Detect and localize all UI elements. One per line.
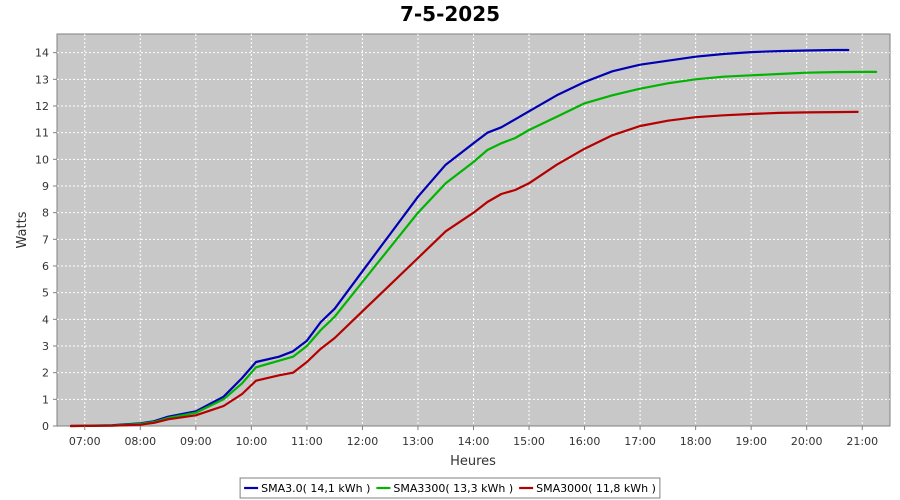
legend-label-1: SMA3300( 13,3 kWh ) (393, 482, 513, 495)
x-tick-label: 19:00 (735, 435, 767, 448)
y-tick-label: 13 (35, 73, 49, 86)
x-tick-label: 13:00 (402, 435, 434, 448)
x-axis: 07:00 08:00 09:00 10:00 11:00 12:00 13:00 14:00… (69, 426, 878, 448)
legend-label-2: SMA3000( 11,8 kWh ) (536, 482, 656, 495)
x-tick-label: 14:00 (458, 435, 490, 448)
legend: SMA3.0( 14,1 kWh ) SMA3300( 13,3 kWh ) SMA… (239, 477, 661, 499)
x-tick-label: 09:00 (180, 435, 212, 448)
x-tick-label: 07:00 (69, 435, 101, 448)
x-tick-label: 18:00 (680, 435, 712, 448)
y-tick-label: 8 (42, 207, 49, 220)
y-tick-label: 6 (42, 260, 49, 273)
y-tick-label: 5 (42, 287, 49, 300)
series-layer (69, 48, 878, 428)
y-tick-label: 9 (42, 180, 49, 193)
x-axis-label: Heures (450, 454, 496, 469)
x-tick-label: 12:00 (347, 435, 379, 448)
y-tick-label: 11 (35, 127, 49, 140)
x-tick-label: 10:00 (236, 435, 268, 448)
x-tick-label: 21:00 (846, 435, 878, 448)
chart-title: 7-5-2025 (400, 2, 500, 26)
y-tick-label: 4 (42, 313, 49, 326)
y-tick-label: 14 (35, 47, 49, 60)
x-tick-label: 11:00 (291, 435, 323, 448)
y-tick-label: 12 (35, 100, 49, 113)
y-tick-label: 3 (42, 340, 49, 353)
legend-label-0: SMA3.0( 14,1 kWh ) (261, 482, 370, 495)
x-tick-label: 17:00 (624, 435, 656, 448)
series-line-0 (69, 48, 850, 428)
y-tick-label: 10 (35, 153, 49, 166)
series-line-2 (69, 110, 859, 428)
y-axis-label: Watts (15, 211, 30, 248)
x-tick-label: 20:00 (791, 435, 823, 448)
x-tick-label: 08:00 (124, 435, 156, 448)
y-tick-label: 1 (42, 393, 49, 406)
series-line-1 (69, 70, 878, 428)
grid-lines (57, 34, 890, 426)
x-tick-label: 16:00 (569, 435, 601, 448)
y-tick-label: 7 (42, 233, 49, 246)
x-tick-label: 15:00 (513, 435, 545, 448)
legend-box (239, 477, 661, 499)
y-tick-label: 2 (42, 367, 49, 380)
y-tick-label: 0 (42, 420, 49, 433)
